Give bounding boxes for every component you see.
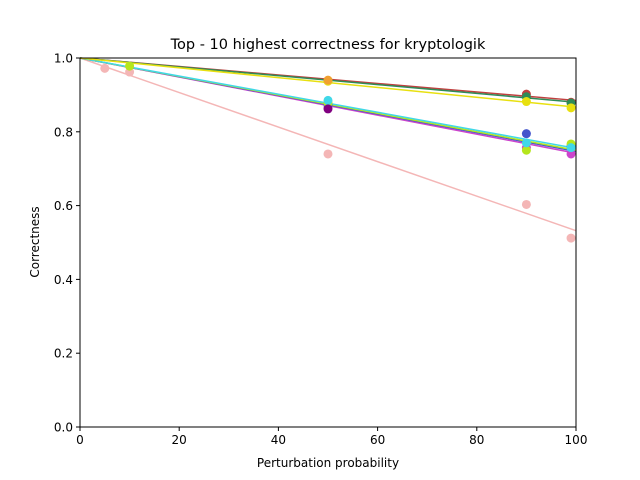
x-axis-label: Perturbation probability [257, 456, 399, 470]
data-points [100, 61, 576, 243]
data-point-1-1 [100, 63, 110, 73]
x-tick-label: 80 [469, 433, 484, 447]
data-point-6-1 [323, 104, 333, 114]
fit-line-1 [79, 57, 577, 232]
x-tick-label: 40 [271, 433, 286, 447]
x-tick-label: 100 [565, 433, 588, 447]
data-point-1-5 [566, 233, 576, 243]
data-point-1-3 [323, 149, 333, 159]
y-axis-ticks: 0.0 0.2 0.4 0.6 0.8 1.0 [54, 52, 80, 435]
plot-frame [79, 57, 577, 428]
y-tick-label: 0.4 [54, 273, 73, 287]
y-tick-label: 0.6 [54, 199, 73, 213]
data-point-4-3 [521, 145, 531, 155]
data-point-5-2 [521, 138, 531, 148]
y-tick-label: 0.8 [54, 125, 73, 139]
data-point-5-3 [566, 143, 576, 153]
y-axis-label: Correctness [28, 206, 42, 277]
x-tick-label: 20 [172, 433, 187, 447]
y-tick-label: 1.0 [54, 52, 73, 66]
y-tick-label: 0.0 [54, 421, 73, 435]
data-point-9-3 [566, 103, 576, 113]
x-tick-label: 0 [76, 433, 84, 447]
chart-title: Top - 10 highest correctness for kryptol… [170, 37, 486, 53]
plot-area [80, 58, 576, 427]
data-point-2-3 [566, 149, 576, 159]
x-tick-label: 60 [370, 433, 385, 447]
data-point-10-1 [323, 75, 333, 85]
x-axis-ticks: 0 20 40 60 80 100 [76, 427, 587, 447]
data-point-3-2 [521, 129, 531, 139]
data-point-5-1 [323, 95, 333, 105]
data-point-1-4 [521, 199, 531, 209]
y-tick-label: 0.2 [54, 347, 73, 361]
data-point-4-1 [125, 61, 135, 71]
data-point-9-2 [521, 97, 531, 107]
